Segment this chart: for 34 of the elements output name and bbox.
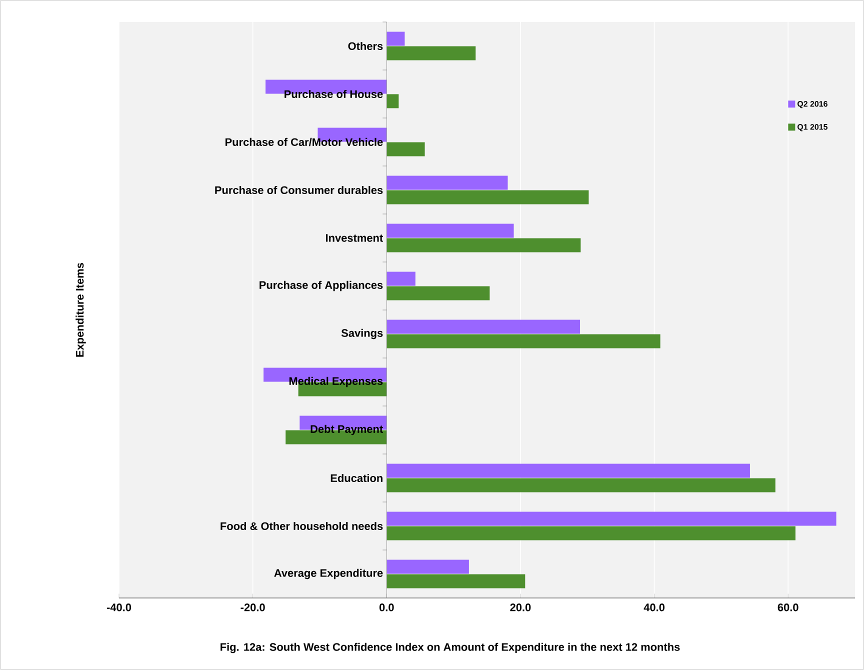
bar bbox=[386, 190, 589, 204]
y-tick-label: Education bbox=[330, 474, 382, 482]
bar bbox=[386, 478, 776, 492]
y-tick-label: Purchase of Appliances bbox=[260, 280, 383, 292]
x-tick-label: 40.0 bbox=[644, 604, 664, 612]
x-tick-label: 0.0 bbox=[379, 604, 394, 612]
y-tick-label: Average Expenditure bbox=[274, 568, 383, 580]
bar bbox=[386, 320, 580, 334]
y-axis-title: Expenditure Items bbox=[76, 262, 86, 357]
bar bbox=[386, 272, 416, 286]
bar bbox=[386, 142, 425, 156]
y-tick-label: Investment bbox=[326, 234, 383, 242]
bar bbox=[386, 224, 514, 238]
y-tick-label: Others bbox=[348, 42, 383, 50]
y-tick-label: Purchase of Consumer durables bbox=[215, 186, 383, 194]
x-tick-label: 60.0 bbox=[778, 604, 798, 612]
caption: Fig. 12a: South West Confidence Index on Amount of Expenditure in the next 12 months bbox=[220, 642, 680, 654]
x-tick-label: -40.0 bbox=[106, 604, 132, 612]
x-tick-label: -20.0 bbox=[240, 604, 265, 612]
bar bbox=[386, 334, 660, 348]
bar bbox=[386, 512, 836, 526]
y-tick-label: Food & Other household needs bbox=[220, 522, 383, 530]
bar bbox=[386, 94, 399, 108]
bar bbox=[386, 286, 490, 300]
bar bbox=[386, 526, 796, 540]
bar bbox=[386, 464, 750, 478]
x-tick-label: 20.0 bbox=[510, 604, 531, 612]
bar bbox=[386, 560, 469, 574]
bar bbox=[386, 176, 508, 190]
bar bbox=[386, 32, 405, 46]
bar bbox=[386, 46, 476, 60]
bar bbox=[386, 238, 581, 252]
bar bbox=[386, 574, 526, 588]
y-tick-label: Savings bbox=[341, 328, 383, 340]
